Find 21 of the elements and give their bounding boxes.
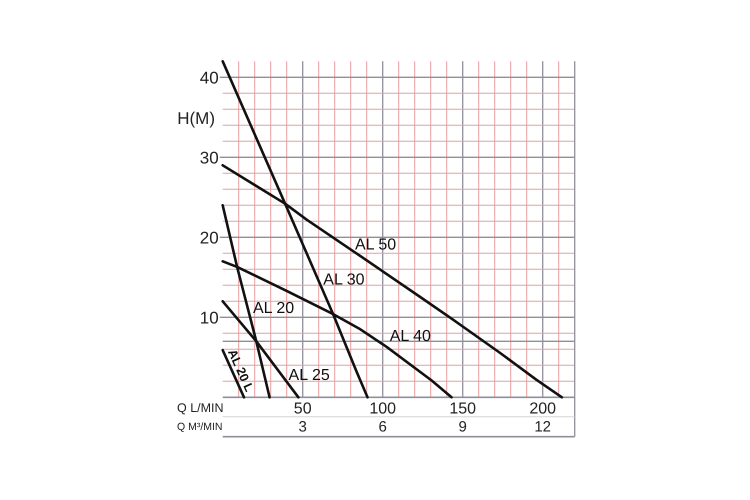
x-tick-label: 100 — [369, 400, 396, 418]
y-tick-label: 40 — [200, 68, 219, 88]
series-label: AL 30 — [323, 271, 365, 288]
series-label: AL 25 — [288, 366, 330, 384]
text: AL 20 L — [225, 347, 256, 394]
y-tick-label: 10 — [200, 308, 219, 328]
series-label: AL 20 — [252, 300, 294, 317]
y-axis-title: H(M) — [177, 109, 215, 128]
y-tick-label: 30 — [200, 148, 219, 168]
x2-axis-title: Q M³/MIN — [177, 421, 222, 433]
x-tick-label: 200 — [529, 400, 556, 418]
x2-tick-label: 6 — [378, 418, 387, 436]
x2-tick-label: 12 — [534, 418, 552, 436]
y-tick-label: 20 — [200, 228, 219, 248]
x2-tick-label: 9 — [458, 418, 467, 436]
series-label: AL 50 — [354, 236, 396, 254]
x2-tick-label: 3 — [298, 418, 307, 436]
x-axis-title: Q L/MIN — [177, 400, 224, 415]
series-label: AL 40 — [390, 328, 432, 346]
x-tick-label: 150 — [449, 400, 476, 418]
x-tick-label: 50 — [294, 400, 312, 418]
